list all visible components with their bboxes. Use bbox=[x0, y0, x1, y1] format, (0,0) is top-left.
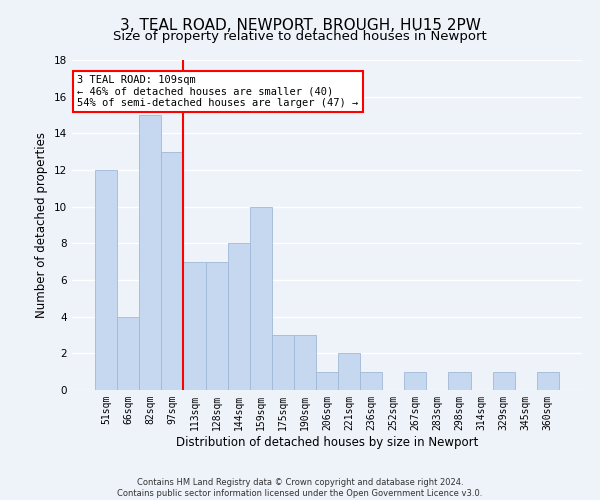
Bar bbox=[404, 372, 427, 390]
Text: 3, TEAL ROAD, NEWPORT, BROUGH, HU15 2PW: 3, TEAL ROAD, NEWPORT, BROUGH, HU15 2PW bbox=[119, 18, 481, 32]
Bar bbox=[250, 206, 272, 390]
Y-axis label: Number of detached properties: Number of detached properties bbox=[35, 132, 49, 318]
X-axis label: Distribution of detached houses by size in Newport: Distribution of detached houses by size … bbox=[176, 436, 478, 448]
Bar bbox=[448, 372, 470, 390]
Bar bbox=[338, 354, 360, 390]
Bar bbox=[316, 372, 338, 390]
Bar bbox=[184, 262, 206, 390]
Bar bbox=[360, 372, 382, 390]
Bar bbox=[161, 152, 184, 390]
Bar bbox=[95, 170, 117, 390]
Bar bbox=[227, 244, 250, 390]
Text: Contains HM Land Registry data © Crown copyright and database right 2024.
Contai: Contains HM Land Registry data © Crown c… bbox=[118, 478, 482, 498]
Bar bbox=[117, 316, 139, 390]
Text: Size of property relative to detached houses in Newport: Size of property relative to detached ho… bbox=[113, 30, 487, 43]
Bar bbox=[206, 262, 227, 390]
Bar bbox=[493, 372, 515, 390]
Bar bbox=[537, 372, 559, 390]
Bar bbox=[294, 335, 316, 390]
Bar bbox=[139, 115, 161, 390]
Bar bbox=[272, 335, 294, 390]
Text: 3 TEAL ROAD: 109sqm
← 46% of detached houses are smaller (40)
54% of semi-detach: 3 TEAL ROAD: 109sqm ← 46% of detached ho… bbox=[77, 75, 358, 108]
